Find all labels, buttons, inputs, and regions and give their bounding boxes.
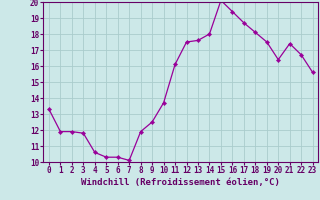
X-axis label: Windchill (Refroidissement éolien,°C): Windchill (Refroidissement éolien,°C)	[81, 178, 280, 187]
